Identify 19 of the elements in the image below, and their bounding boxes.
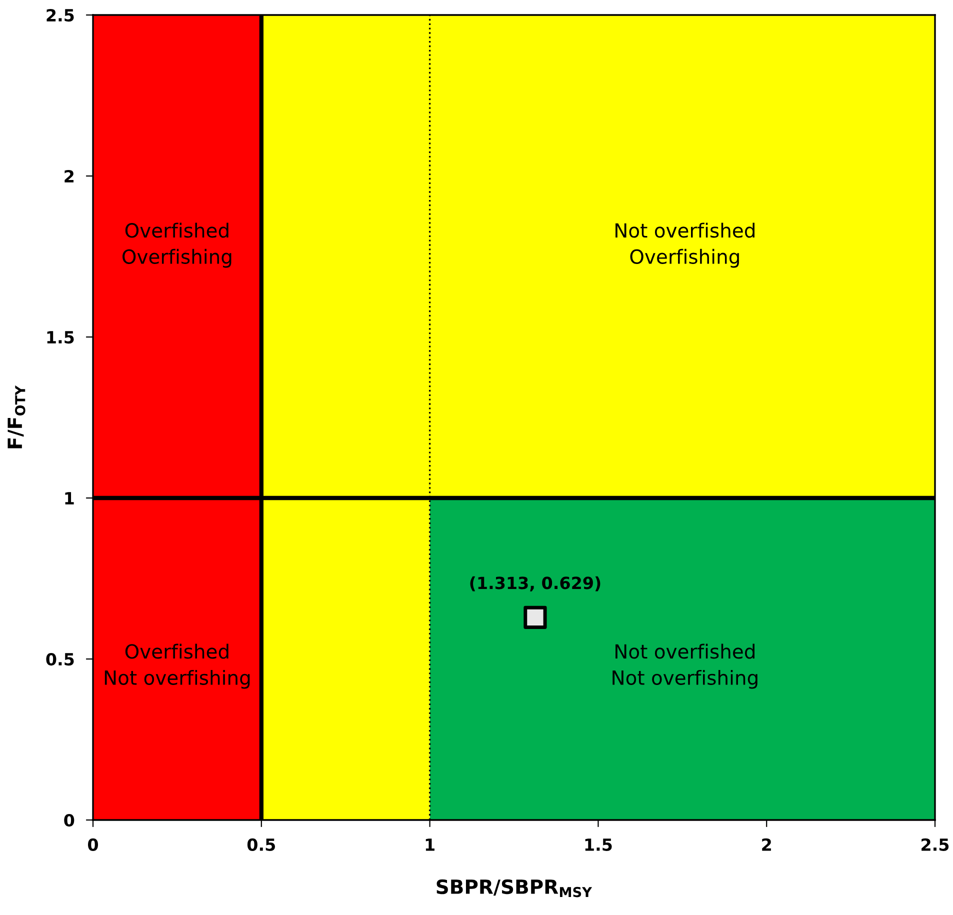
x-tick-label: 0	[88, 838, 98, 851]
y-tick-label: 0.5	[46, 652, 74, 666]
y-tick-label: 1	[65, 492, 74, 504]
x-tick-label: 1.5	[585, 838, 612, 851]
y-tick-label: 1.5	[47, 331, 74, 344]
y-tick-label: 0	[64, 814, 74, 827]
x-tick-label: 0.5	[247, 838, 275, 851]
y-tick-label: 2.5	[46, 8, 74, 22]
y-axis-title: F/F$_{OTY}$	[8, 385, 26, 448]
annotation: Overfished Overfishing	[122, 222, 232, 268]
y-tick-label: 2	[64, 170, 74, 182]
annotation: Overfished Not overfishing	[104, 644, 250, 689]
annotation: Not overfished Overfishing	[616, 222, 754, 268]
x-axis-title: SBPR/SBPR$_{MSY}$	[436, 879, 592, 898]
annotation: Not overfished Not overfishing	[612, 644, 758, 689]
x-tick-label: 2	[762, 838, 771, 851]
x-tick-label: 2.5	[922, 838, 949, 851]
x-tick-label: 1	[426, 838, 434, 851]
data-label: (1.313, 0.629)	[470, 576, 600, 592]
